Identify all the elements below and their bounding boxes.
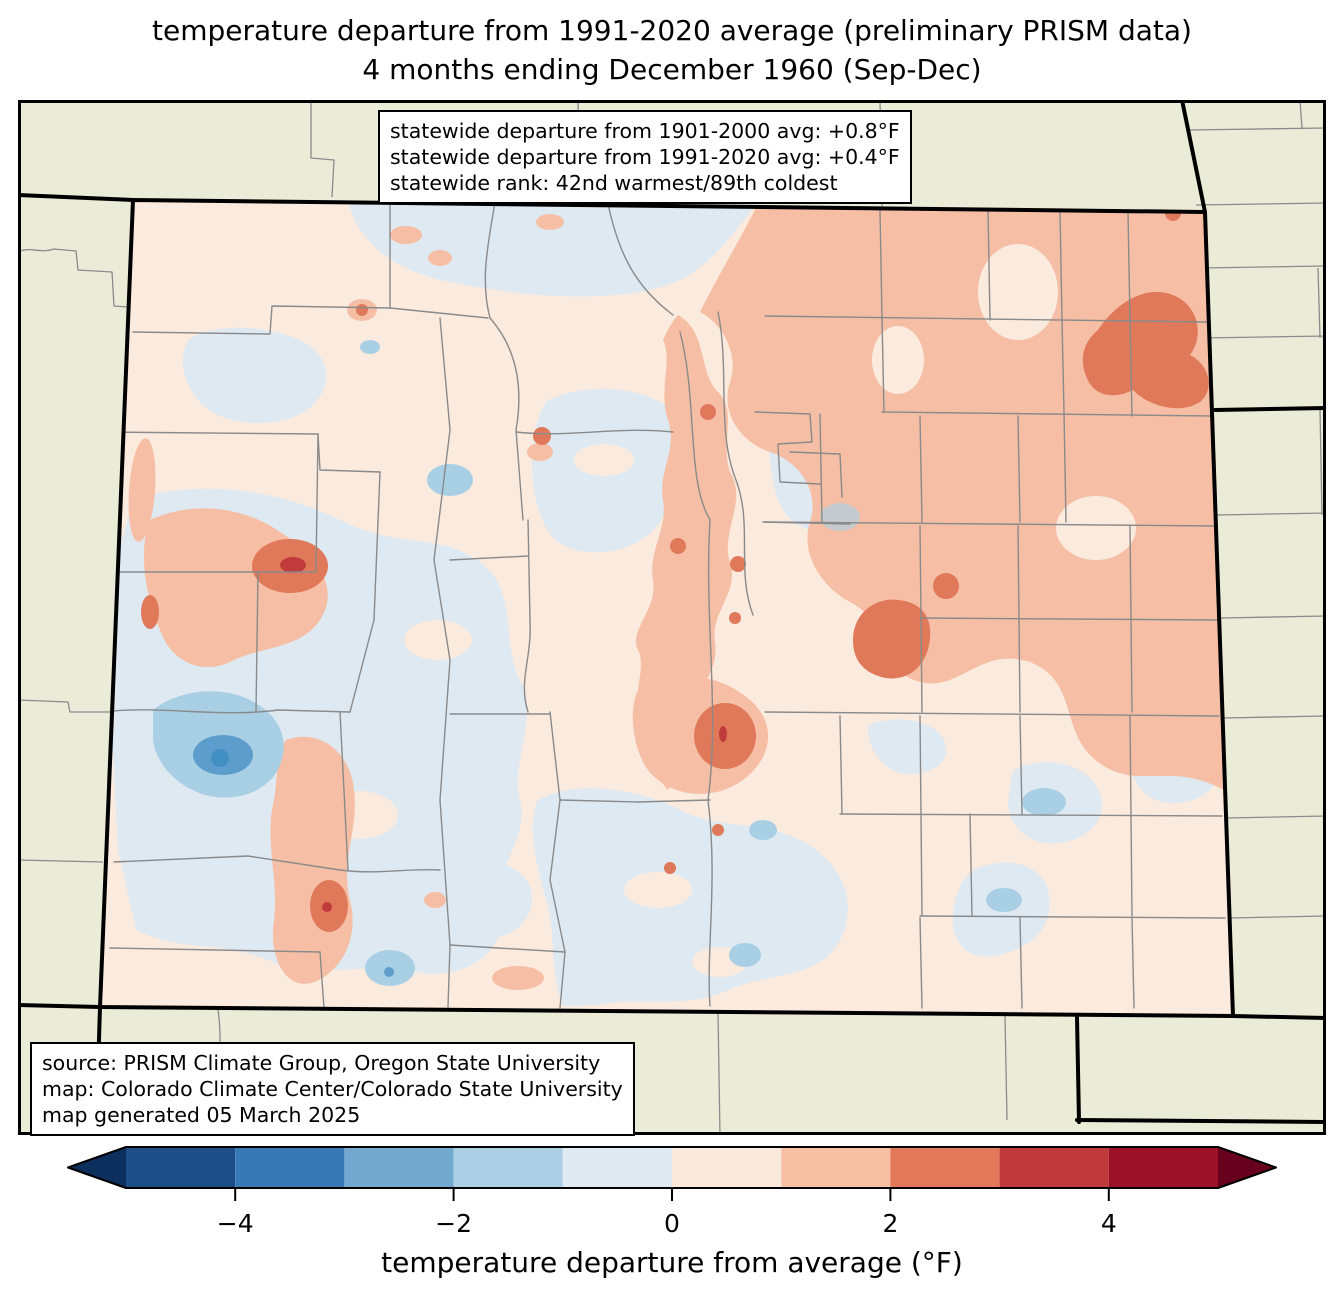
colorbar-segment	[126, 1147, 236, 1188]
colorbar-tick-label: 4	[1101, 1209, 1117, 1238]
colorado-state-border	[98, 198, 1235, 1018]
colorbar-tick-label: 0	[664, 1209, 680, 1238]
figure-title-line1: temperature departure from 1991-2020 ave…	[152, 14, 1192, 47]
axes-frame	[18, 100, 1326, 1135]
cool-0-1-patches	[110, 200, 1221, 1006]
colorbar-segment	[999, 1147, 1109, 1188]
colorbar-outline	[67, 1146, 1277, 1189]
source-credit-box: source: PRISM Climate Group, Oregon Stat…	[30, 1042, 635, 1136]
colorbar-segment	[562, 1147, 672, 1188]
colorbar-segment	[235, 1147, 345, 1188]
colorbar-segment	[344, 1147, 454, 1188]
generated-date-line: map generated 05 March 2025	[42, 1103, 361, 1127]
stats-line-rank: statewide rank: 42nd warmest/89th coldes…	[390, 171, 838, 195]
colorbar-axis-label: temperature departure from average (°F)	[381, 1246, 963, 1279]
colorbar-right-arrow	[1218, 1147, 1276, 1188]
map-axes	[16, 98, 1328, 1137]
colorbar-left-arrow	[68, 1147, 126, 1188]
figure-title-line2: 4 months ending December 1960 (Sep-Dec)	[362, 53, 982, 86]
colorbar-segment	[453, 1147, 563, 1188]
colorbar: −4 −2 0 2 4 temperature departure from avera…	[0, 1139, 1344, 1299]
colorbar-svg: −4 −2 0 2 4 temperature departure from avera…	[67, 1146, 1277, 1279]
map-credit-line: map: Colorado Climate Center/Colorado St…	[42, 1077, 623, 1101]
warm-3-4-cores	[280, 557, 727, 912]
colorado-county-lines	[100, 200, 1226, 1009]
colorbar-tick-label: 2	[882, 1209, 898, 1238]
colorbar-segment	[672, 1147, 782, 1188]
source-line: source: PRISM Climate Group, Oregon Stat…	[42, 1051, 601, 1075]
colorbar-tick-label: −2	[435, 1209, 472, 1238]
colorado-anomaly-map	[16, 98, 1328, 1137]
stats-line-1901-2000: statewide departure from 1901-2000 avg: …	[390, 119, 900, 143]
colorbar-segment	[1108, 1147, 1218, 1188]
colorbar-segment	[781, 1147, 891, 1188]
statewide-stats-box: statewide departure from 1901-2000 avg: …	[378, 110, 912, 204]
cool-cores	[193, 735, 394, 977]
stats-line-1991-2020: statewide departure from 1991-2020 avg: …	[390, 145, 900, 169]
anomaly-field	[100, 200, 1233, 1016]
colorbar-extend-arrows	[68, 1147, 1276, 1188]
colorbar-segment	[890, 1147, 1000, 1188]
colorbar-segments	[126, 1147, 1218, 1188]
colorbar-tick-label: −4	[217, 1209, 254, 1238]
colorbar-ticks: −4 −2 0 2 4	[217, 1188, 1117, 1238]
neutral-holes-east	[872, 244, 1136, 560]
